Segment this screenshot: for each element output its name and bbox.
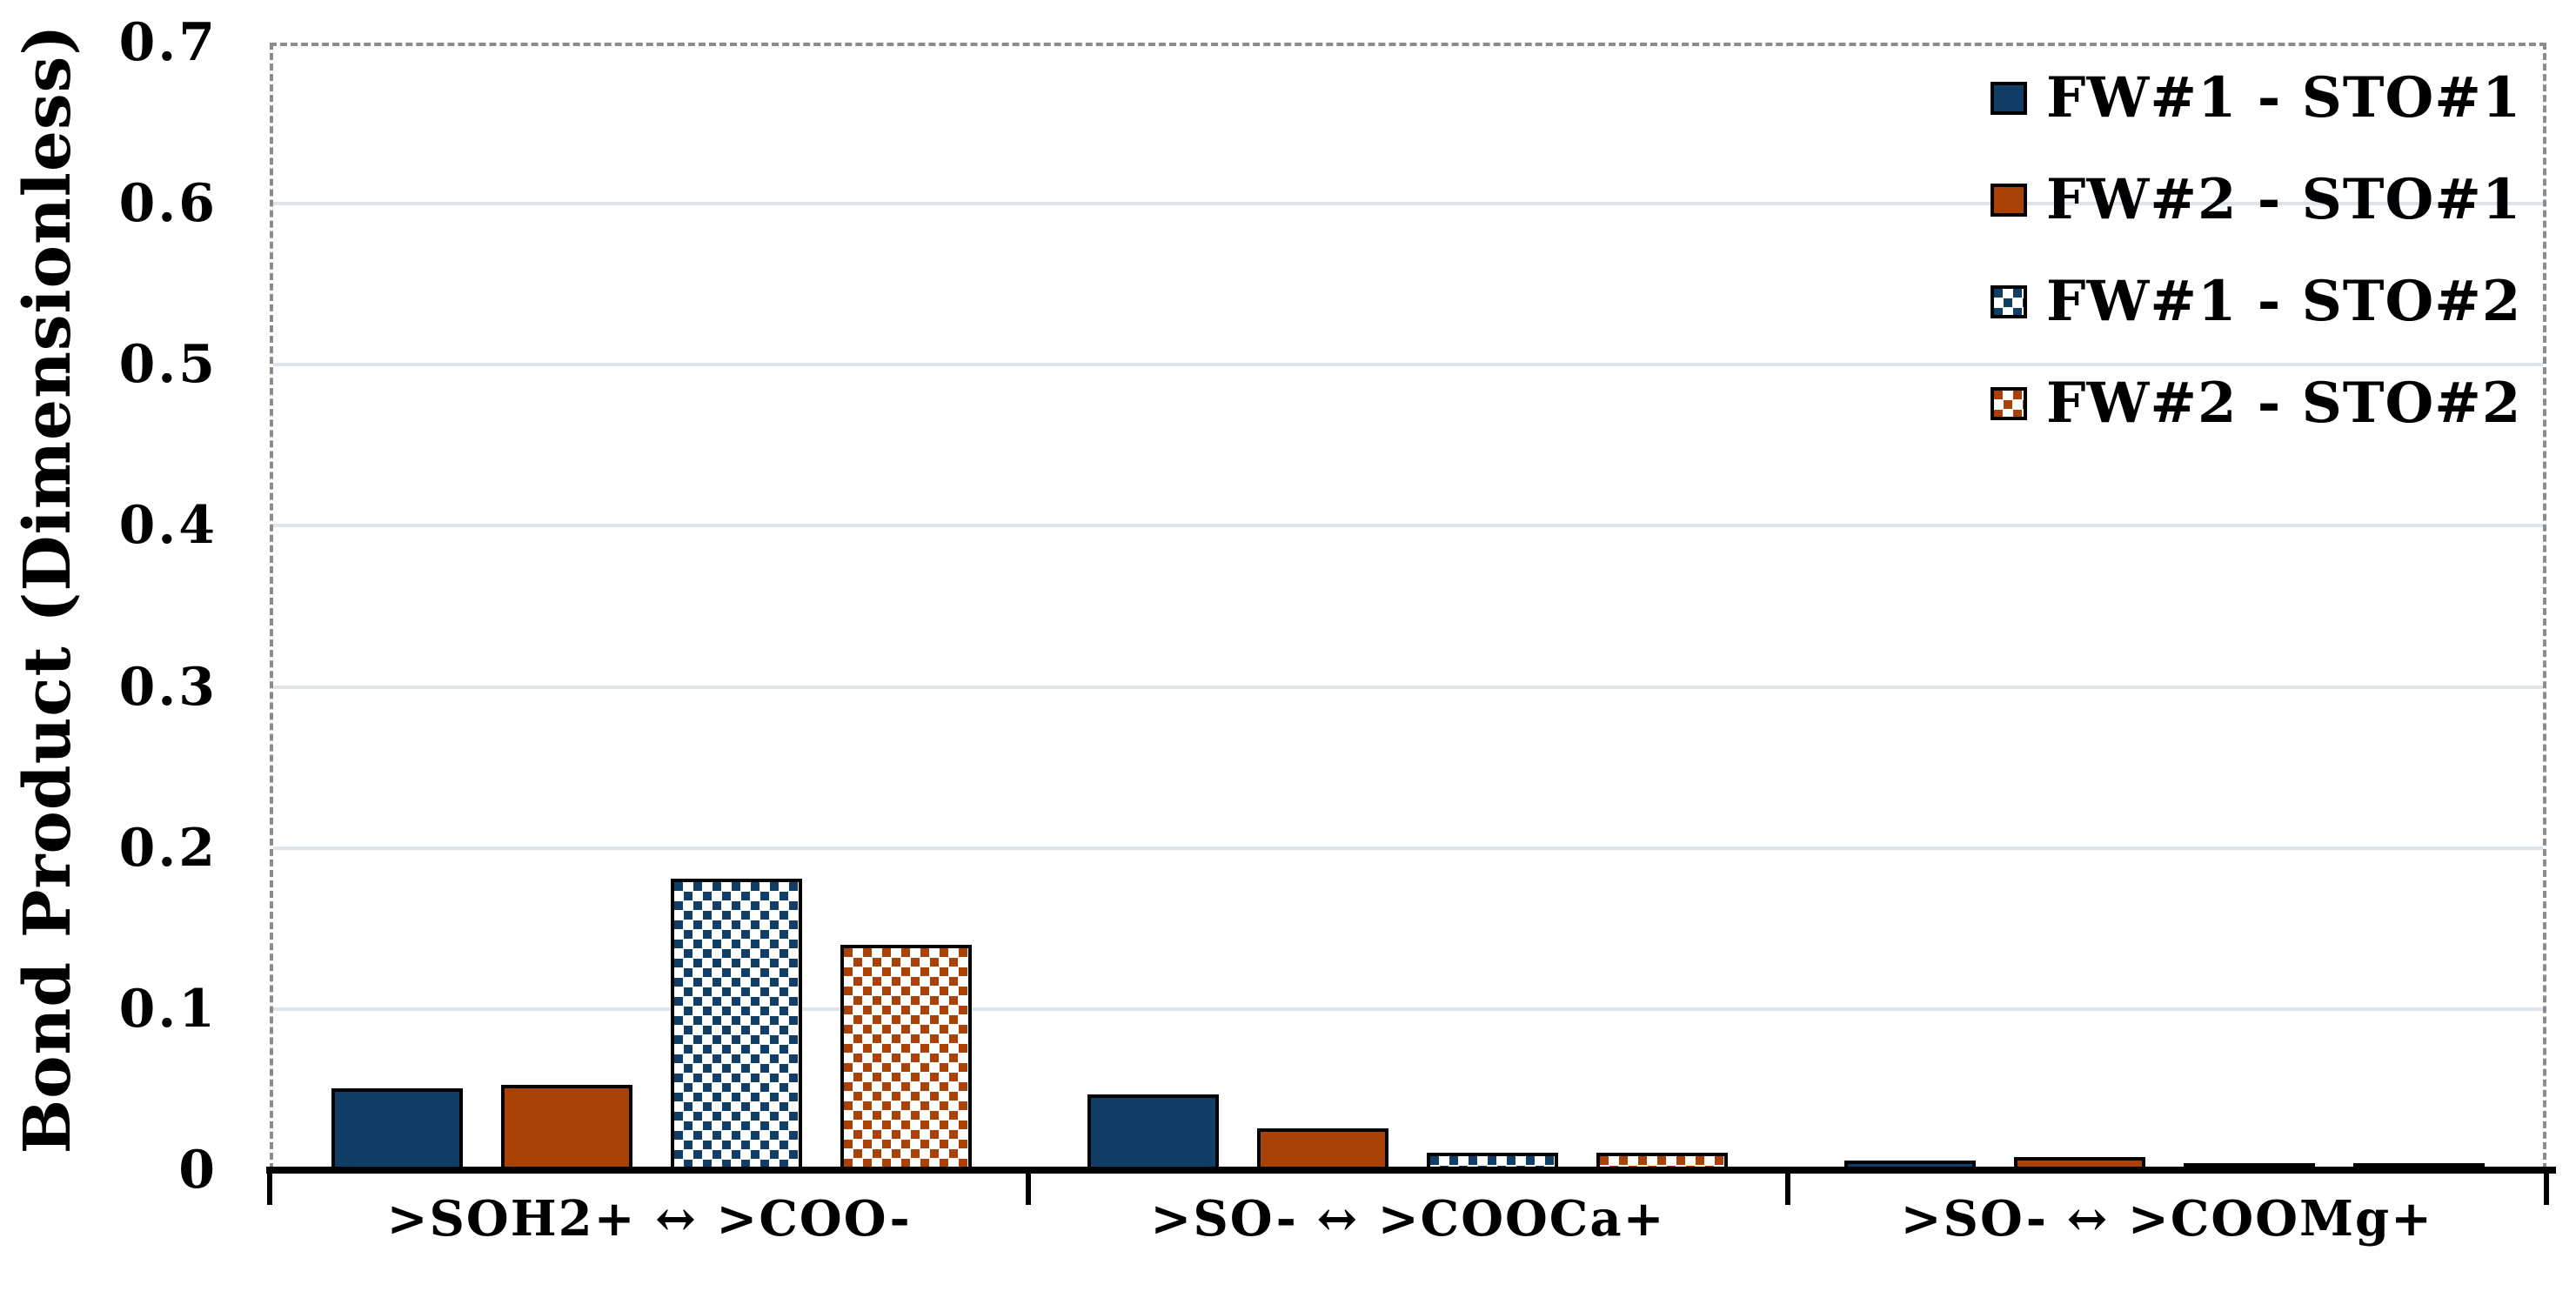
y-tick-label: 0.2 (118, 817, 217, 879)
y-tick-label: 0.5 (118, 334, 217, 396)
bar (500, 1085, 632, 1170)
y-tick-label: 0.3 (118, 656, 217, 718)
bar (331, 1088, 463, 1170)
y-tick-label: 0.7 (118, 12, 217, 73)
legend-row: FW#1 - STO#2 (1991, 251, 2521, 352)
y-tick-label: 0.6 (118, 173, 217, 235)
bar (670, 879, 802, 1170)
bar-group (1030, 46, 1787, 1170)
x-axis-tick (2544, 1170, 2549, 1205)
legend-label: FW#1 - STO#1 (2046, 65, 2522, 130)
x-axis-line (266, 1167, 2556, 1174)
legend: FW#1 - STO#1 FW#2 - STO#1 FW#1 - STO#2 FW#2… (1991, 47, 2521, 454)
legend-swatch (1991, 284, 2027, 318)
gridline (273, 524, 2543, 528)
legend-swatch (1991, 386, 2027, 420)
y-tick-label: 0.4 (118, 495, 217, 557)
x-axis-tick (1026, 1170, 1032, 1205)
legend-label: FW#2 - STO#2 (2046, 371, 2522, 436)
x-axis-tick (267, 1170, 272, 1205)
bar (840, 945, 972, 1170)
gridline (273, 685, 2543, 689)
gridline (273, 202, 2543, 206)
gridline (273, 363, 2543, 367)
bar (1257, 1128, 1389, 1170)
x-axis-tick (1784, 1170, 1790, 1205)
bar (1087, 1094, 1220, 1170)
gridline (273, 1007, 2543, 1011)
bar-group (273, 46, 1030, 1170)
legend-label: FW#2 - STO#1 (2046, 167, 2522, 232)
x-category-label: >SOH2+ ↔ >COO- (386, 1190, 912, 1248)
legend-row: FW#1 - STO#1 (1991, 47, 2521, 149)
legend-swatch (1991, 183, 2027, 217)
legend-swatch (1991, 81, 2027, 115)
plot-area (270, 43, 2546, 1170)
y-tick-label: 0.1 (118, 978, 217, 1040)
gridline (273, 846, 2543, 850)
legend-row: FW#2 - STO#1 (1991, 149, 2521, 251)
legend-row: FW#2 - STO#2 (1991, 352, 2521, 454)
legend-label: FW#1 - STO#2 (2046, 269, 2522, 334)
y-tick-label: 0 (178, 1140, 217, 1201)
x-category-label: >SO- ↔ >COOCa+ (1150, 1190, 1666, 1248)
x-category-label: >SO- ↔ >COOMg+ (1900, 1190, 2434, 1248)
